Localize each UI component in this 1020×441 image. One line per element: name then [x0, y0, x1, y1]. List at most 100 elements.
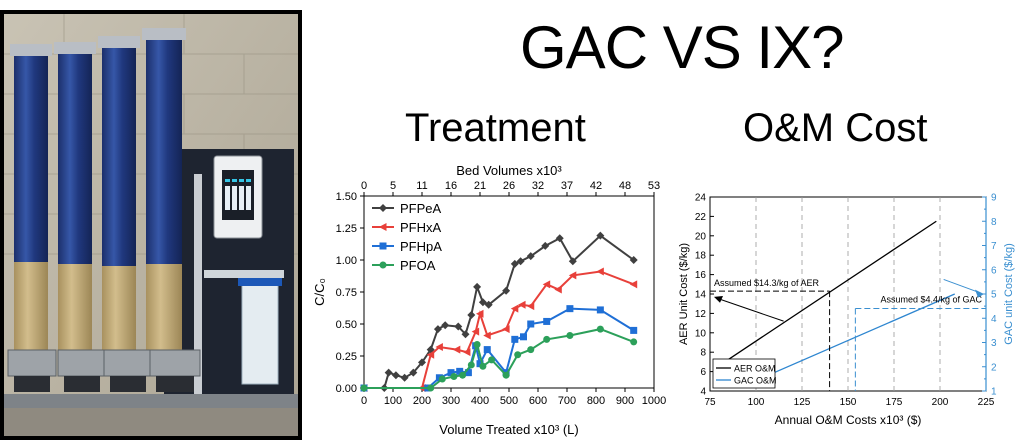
x-tick-label: 200 [932, 397, 949, 408]
data-point-pfpea [391, 371, 400, 380]
top-tick-label: 42 [590, 180, 602, 192]
data-point-pfhxa [471, 327, 480, 336]
y-tick-label: 0.50 [336, 319, 357, 331]
gac-assumption-annotation: Assumed $4.4/kg of GAC [880, 295, 982, 305]
data-point-pfhxa [435, 343, 443, 352]
y2-tick-label: 2 [991, 362, 997, 373]
legend-marker [379, 223, 387, 231]
data-point-pfhxa [452, 345, 461, 354]
y2-tick-label: 8 [991, 217, 997, 228]
top-tick-label: 0 [361, 180, 367, 192]
y2-tick-label: 4 [991, 314, 997, 325]
data-point-pfhxa [629, 280, 638, 289]
data-point-pfhpa [527, 320, 535, 328]
top-tick-label: 26 [503, 180, 515, 192]
legend-item-pfhxa: PFHxA [372, 220, 442, 235]
top-tick-label: 48 [619, 180, 631, 192]
data-point-pfoa [467, 361, 475, 369]
legend-item-pfhpa: PFHpA [372, 239, 442, 254]
data-point-pfhpa [566, 305, 574, 313]
top-tick-label: 32 [532, 180, 544, 192]
data-point-pfpea [510, 259, 519, 268]
series-pfoa [360, 325, 638, 392]
data-point-pfpea [526, 252, 535, 261]
data-point-pfoa [502, 371, 510, 379]
data-point-pfhpa [520, 333, 527, 341]
data-point-pfpea [418, 358, 426, 367]
data-point-pfpea [461, 330, 470, 339]
y-tick-label: 8 [700, 348, 706, 359]
data-point-pfoa [473, 340, 481, 348]
y-tick-label: 18 [695, 251, 707, 262]
series-pfhxa [360, 267, 638, 392]
data-point-pfhpa [483, 346, 491, 354]
y-tick-label: 0.75 [336, 287, 357, 299]
top-tick-label: 21 [474, 180, 486, 192]
data-point-pfoa [479, 362, 487, 370]
data-point-pfoa [459, 371, 467, 379]
gac-annotation-arrow [943, 278, 981, 294]
legend-label: PFHxA [400, 220, 442, 235]
legend-item-pfoa: PFOA [372, 258, 436, 273]
data-point-pfpea [502, 286, 511, 295]
data-point-pfpea [484, 300, 493, 309]
y2-tick-label: 1 [991, 387, 997, 398]
x-tick-label: 600 [529, 395, 547, 407]
data-point-pfpea [409, 368, 418, 377]
data-point-pfoa [566, 332, 574, 340]
data-point-pfpea [400, 373, 409, 382]
gac-arrowhead [975, 289, 984, 298]
data-point-pfhpa [596, 306, 604, 314]
legend-item-gac-o-m: GAC O&M [716, 376, 777, 386]
x-tick-label: 100 [748, 397, 765, 408]
aer-unit-cost-axis-label: AER Unit Cost ($/kg) [678, 243, 690, 345]
data-point-pfhpa [464, 369, 472, 377]
legend-item-pfpea: PFPeA [372, 201, 442, 216]
data-point-pfhxa [526, 302, 535, 311]
y-tick-label: 12 [695, 309, 707, 320]
y-tick-label: 20 [695, 231, 707, 242]
data-point-pfoa [450, 372, 458, 380]
data-point-pfhxa [510, 304, 519, 313]
data-point-pfhxa [483, 331, 491, 340]
y-tick-label: 1.00 [336, 255, 357, 267]
x-tick-label: 900 [616, 395, 634, 407]
data-point-pfpea [568, 257, 577, 266]
x-tick-label: 1000 [642, 395, 666, 407]
data-point-pfhxa [462, 348, 471, 357]
om-cost-heading: O&M Cost [743, 106, 928, 150]
data-point-pfhxa [426, 350, 435, 359]
legend-label: GAC O&M [734, 376, 777, 386]
data-point-pfhpa [511, 335, 519, 343]
data-point-pfoa [427, 384, 435, 392]
series-line-pfoa [364, 328, 635, 389]
x-tick-label: 75 [704, 397, 716, 408]
data-point-pfpea [433, 325, 442, 334]
x-tick-label: 175 [886, 397, 903, 408]
data-point-pfpea [478, 298, 487, 307]
top-tick-label: 53 [648, 180, 660, 192]
top-tick-label: 37 [561, 180, 573, 192]
data-point-pfhxa [502, 325, 510, 334]
y-tick-label: 14 [695, 290, 707, 301]
y2-tick-label: 6 [991, 265, 997, 276]
aer-arrowhead [714, 295, 723, 303]
legend-marker [379, 204, 387, 212]
data-point-pfhxa [518, 300, 526, 309]
data-point-pfpea [441, 321, 450, 330]
slide-title: GAC VS IX? [520, 14, 844, 81]
annual-om-axis-label: Annual O&M Costs x10³ ($) [775, 413, 922, 427]
legend-label: AER O&M [734, 364, 776, 374]
data-point-pfpea [596, 231, 605, 240]
y2-tick-label: 9 [991, 193, 997, 204]
legend-marker [379, 242, 387, 250]
y-tick-label: 4 [700, 387, 706, 398]
y2-tick-label: 7 [991, 241, 997, 252]
data-point-pfpea [426, 345, 435, 354]
volume-treated-axis-label: Volume Treated x10³ (L) [439, 422, 578, 437]
data-point-pfoa [488, 356, 496, 364]
data-point-pfoa [596, 325, 604, 333]
y-tick-label: 22 [695, 212, 707, 223]
breakthrough-chart: 0 100 200 300 400 500 600 700 800 900 1000 0 5 11 16 21… [312, 163, 666, 437]
y-tick-label: 1.50 [336, 191, 357, 203]
